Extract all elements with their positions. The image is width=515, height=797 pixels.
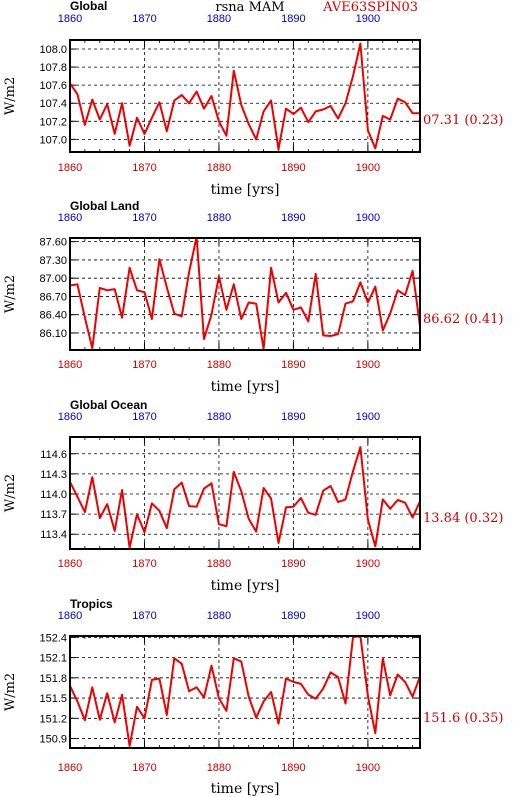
x-tick-label-top: 1900 [356, 13, 380, 25]
plot-frame [69, 635, 421, 749]
x-tick-label-top: 1860 [58, 212, 82, 224]
x-tick-label: 1890 [281, 162, 305, 174]
y-axis-label: W/m2 [3, 77, 18, 115]
y-tick-label: 107.8 [39, 62, 67, 74]
y-tick-label: 113.4 [40, 529, 67, 541]
x-tick-label: 1890 [281, 558, 305, 570]
x-tick-label: 1880 [207, 558, 231, 570]
y-tick-label: 86.70 [39, 291, 67, 303]
y-tick-label: 107.4 [39, 98, 67, 110]
x-tick-label-top: 1880 [207, 610, 231, 622]
y-tick-label: 107.2 [39, 116, 67, 128]
chart-panel-2: Global Land 86.10 86.40 86.70 87.00 87.30 87.6… [3, 199, 503, 395]
x-tick-label-top: 1890 [281, 13, 305, 25]
x-tick-label: 1860 [58, 558, 82, 570]
panel-title: Tropics [70, 597, 113, 611]
panel-title: Global Ocean [70, 398, 147, 412]
series-line [70, 636, 420, 747]
x-tick-label-top: 1890 [281, 411, 305, 423]
y-tick-label: 114.3 [40, 469, 67, 481]
x-tick-label: 1860 [58, 762, 82, 774]
x-axis-label: time [yrs] [211, 781, 280, 797]
mean-std-annotation: 86.62 (0.41) [423, 312, 503, 327]
y-tick-label: 87.00 [39, 273, 67, 285]
plot-frame [69, 237, 421, 351]
y-tick-label: 107.6 [39, 80, 67, 92]
x-tick-label-top: 1870 [132, 13, 156, 25]
x-tick-label: 1880 [207, 762, 231, 774]
x-tick-label: 1880 [207, 162, 231, 174]
chart-panel-4: Tropics 150.9 151.2 151.5 151.8 152.1 152.4 186… [3, 597, 503, 797]
y-tick-label: 108.0 [39, 44, 67, 56]
x-tick-label-top: 1870 [132, 411, 156, 423]
chart-panels: 107.0 107.2 107.4 107.6 107.8 108.0 1860 1860 18… [3, 13, 503, 797]
x-tick-label-top: 1880 [207, 212, 231, 224]
y-tick-label: 86.10 [39, 328, 67, 340]
x-tick-label-top: 1900 [356, 610, 380, 622]
x-tick-label: 1860 [58, 162, 82, 174]
x-tick-label: 1900 [356, 762, 380, 774]
x-tick-label: 1900 [356, 558, 380, 570]
x-tick-label: 1890 [281, 359, 305, 371]
x-tick-label-top: 1880 [207, 411, 231, 423]
y-axis-label: W/m2 [3, 275, 18, 313]
mean-std-annotation: 07.31 (0.23) [423, 113, 503, 128]
x-tick-label: 1870 [132, 359, 156, 371]
y-axis-label: W/m2 [3, 673, 18, 711]
x-tick-label-top: 1870 [132, 610, 156, 622]
mean-std-annotation: 13.84 (0.32) [423, 511, 503, 526]
x-axis-label: time [yrs] [211, 182, 280, 198]
x-tick-label: 1870 [132, 762, 156, 774]
chart-panel-3: Global Ocean 113.4 113.7 114.0 114.3 114.6 186… [3, 398, 503, 594]
x-tick-label: 1900 [356, 359, 380, 371]
y-tick-label: 150.9 [39, 734, 67, 746]
x-tick-label-top: 1860 [58, 610, 82, 622]
y-tick-label: 107.0 [39, 134, 67, 146]
mean-std-annotation: 151.6 (0.35) [423, 711, 503, 726]
y-tick-label: 151.2 [39, 713, 67, 725]
x-tick-label-top: 1900 [356, 212, 380, 224]
x-tick-label-top: 1880 [207, 13, 231, 25]
plot-frame [69, 436, 421, 550]
x-tick-label: 1880 [207, 359, 231, 371]
x-tick-label: 1870 [132, 558, 156, 570]
series-line [70, 238, 420, 350]
y-tick-label: 87.60 [39, 237, 67, 249]
x-tick-label-top: 1870 [132, 212, 156, 224]
panel-title: Global Land [70, 199, 139, 213]
series-line [70, 42, 420, 151]
x-axis-label: time [yrs] [211, 578, 280, 594]
x-tick-label-top: 1890 [281, 610, 305, 622]
y-tick-label: 113.7 [40, 509, 67, 521]
x-axis-label: time [yrs] [211, 379, 280, 395]
y-tick-label: 151.8 [39, 673, 67, 685]
header-right-title: AVE63SPIN03 [322, 0, 418, 15]
x-tick-label: 1900 [356, 162, 380, 174]
x-tick-label-top: 1860 [58, 13, 82, 25]
y-tick-label: 152.4 [39, 632, 67, 644]
x-tick-label-top: 1860 [58, 411, 82, 423]
plot-frame [69, 39, 421, 153]
header-center-title: rsna MAM [215, 0, 284, 15]
y-tick-label: 152.1 [39, 653, 67, 665]
y-axis-label: W/m2 [3, 474, 18, 512]
x-tick-label: 1870 [132, 162, 156, 174]
y-tick-label: 86.40 [39, 310, 67, 322]
y-tick-label: 114.6 [40, 449, 67, 461]
x-tick-label: 1860 [58, 359, 82, 371]
x-tick-label: 1890 [281, 762, 305, 774]
y-tick-label: 87.30 [39, 255, 67, 267]
chart-panel-1: 107.0 107.2 107.4 107.6 107.8 108.0 1860 1860 18… [3, 13, 503, 198]
x-tick-label-top: 1890 [281, 212, 305, 224]
series-line [70, 446, 420, 549]
y-tick-label: 114.0 [40, 489, 67, 501]
x-tick-label-top: 1900 [356, 411, 380, 423]
y-tick-label: 151.5 [39, 693, 67, 705]
header-left-title: Global [70, 0, 107, 13]
